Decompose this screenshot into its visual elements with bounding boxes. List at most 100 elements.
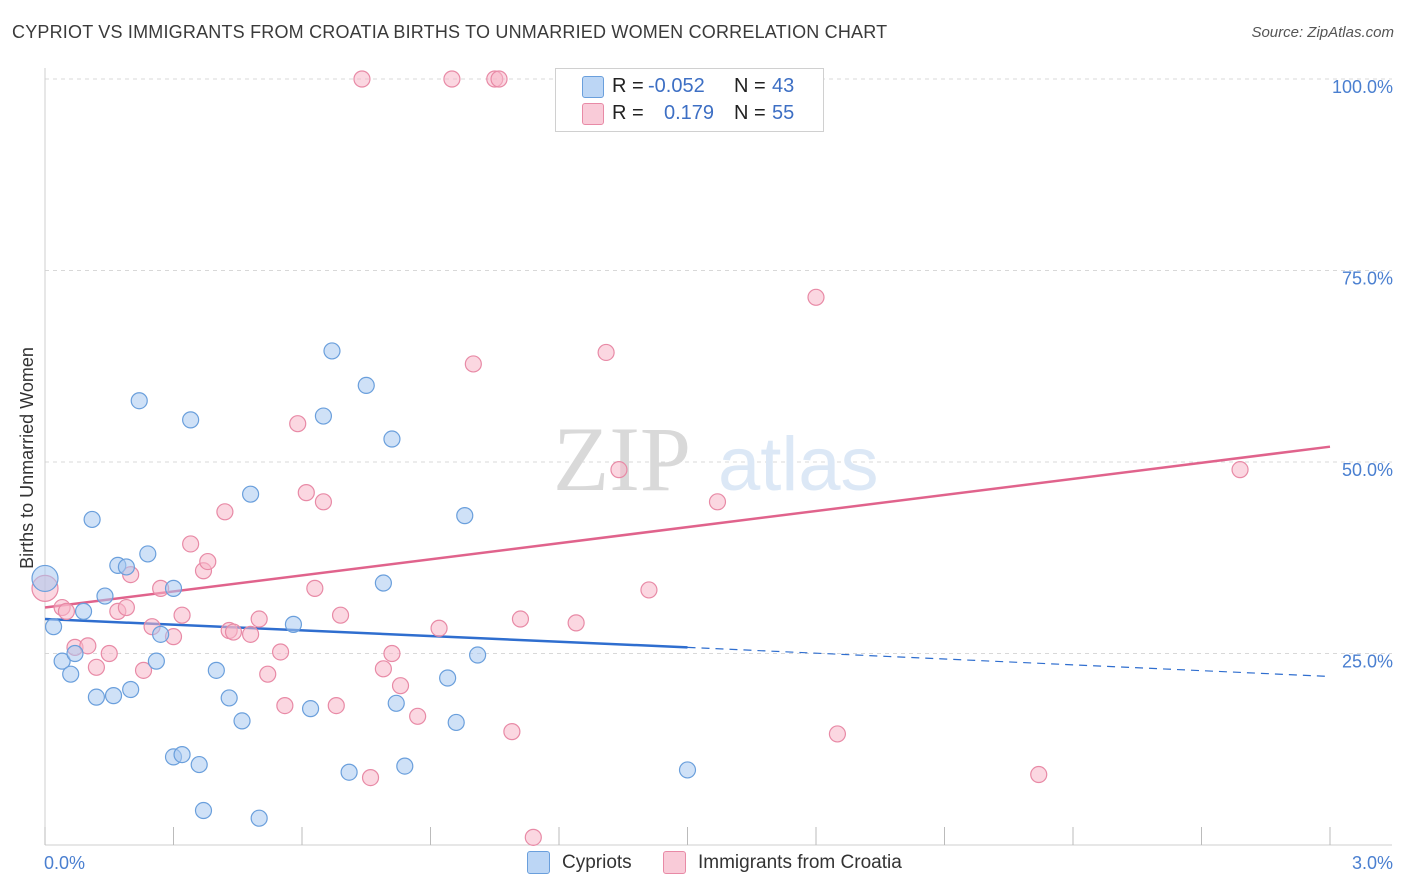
data-point-cypriots <box>387 694 405 712</box>
data-point-cypriots <box>66 644 84 663</box>
data-point-croatia <box>57 602 76 620</box>
data-point-cypriots <box>678 761 697 779</box>
y-axis-title: Births to Unmarried Women <box>17 347 37 569</box>
data-point-cypriots <box>323 342 341 360</box>
legend-n-value: 55 <box>772 101 795 124</box>
legend-n-label: N = <box>734 101 766 124</box>
axes <box>44 68 1392 846</box>
y-tick-labels: 25.0% 50.0% 75.0% 100.0% <box>1332 77 1393 672</box>
data-point-croatia <box>242 625 260 643</box>
data-point-cypriots <box>96 587 114 605</box>
data-point-croatia <box>216 503 234 521</box>
data-point-croatia <box>490 70 508 88</box>
legend-item-croatia: Immigrants from Croatia <box>663 851 902 874</box>
data-point-croatia <box>297 484 315 502</box>
data-point-croatia <box>250 610 268 628</box>
data-point-croatia <box>100 644 118 663</box>
data-point-cypriots <box>74 602 93 620</box>
data-point-croatia <box>314 493 333 511</box>
legend-r-value: -0.052 <box>648 74 705 97</box>
data-point-croatia <box>567 614 585 632</box>
data-point-cypriots <box>152 625 170 643</box>
data-point-cypriots <box>314 407 333 425</box>
data-point-croatia <box>271 643 290 661</box>
data-point-croatia <box>1030 765 1048 784</box>
data-point-croatia <box>173 606 191 624</box>
watermark-atlas: atlas <box>718 422 879 507</box>
data-point-cypriots <box>147 652 165 670</box>
data-point-cypriots <box>87 688 106 706</box>
legend-swatch-blue <box>582 76 604 98</box>
data-point-croatia <box>464 355 482 373</box>
data-point-croatia <box>503 723 521 741</box>
data-point-croatia <box>1231 461 1249 479</box>
data-point-croatia <box>276 696 294 715</box>
data-point-cypriots <box>31 564 59 593</box>
legend-r-label: R = <box>612 74 644 97</box>
data-point-croatia <box>511 610 530 628</box>
y-tick-label: 25.0% <box>1342 652 1393 672</box>
data-point-croatia <box>828 725 847 743</box>
data-point-croatia <box>640 581 658 599</box>
data-point-croatia <box>353 70 371 88</box>
y-tick-label: 50.0% <box>1342 460 1393 480</box>
data-point-croatia <box>289 415 307 433</box>
legend-label-cypriots: Cypriots <box>562 851 632 873</box>
data-point-croatia <box>199 552 217 571</box>
data-point-cypriots <box>469 646 487 664</box>
data-point-croatia <box>409 707 427 725</box>
data-point-cypriots <box>182 411 200 429</box>
series-legend: Cypriots Immigrants from Croatia <box>0 851 1406 879</box>
trend-line-cypriots <box>44 617 688 649</box>
data-point-cypriots <box>122 680 140 699</box>
data-point-cypriots <box>396 757 414 775</box>
data-point-cypriots <box>340 763 358 781</box>
data-point-cypriots <box>104 687 123 705</box>
watermark-zip: ZIP <box>553 408 691 510</box>
trend-line-croatia <box>44 445 1331 609</box>
data-point-cypriots <box>233 712 251 730</box>
data-point-croatia <box>79 637 97 655</box>
data-point-cypriots <box>242 485 260 503</box>
data-point-cypriots <box>83 510 101 529</box>
legend-swatch-croatia <box>663 851 686 874</box>
data-point-cypriots <box>220 689 238 707</box>
legend-n-label: N = <box>734 74 766 97</box>
data-point-croatia <box>87 658 106 676</box>
data-point-croatia <box>361 768 380 787</box>
data-point-croatia <box>306 579 324 597</box>
data-point-croatia <box>224 623 243 641</box>
legend-n-value: 43 <box>772 74 795 97</box>
data-point-cypriots <box>250 809 268 827</box>
legend-swatch-pink <box>582 103 604 125</box>
data-point-croatia <box>117 598 135 617</box>
legend-r-label: R = <box>612 101 644 124</box>
data-point-cypriots <box>190 755 208 774</box>
data-point-cypriots <box>62 665 80 683</box>
data-points <box>31 70 1249 846</box>
data-point-croatia <box>327 696 345 715</box>
data-point-croatia <box>807 288 825 306</box>
data-point-croatia <box>597 343 615 362</box>
source-label: Source: ZipAtlas.com <box>1251 24 1394 41</box>
data-point-cypriots <box>164 579 183 597</box>
data-point-cypriots <box>44 618 63 636</box>
data-point-cypriots <box>284 615 303 633</box>
data-point-croatia <box>374 660 392 678</box>
data-point-cypriots <box>53 652 71 670</box>
legend-item-cypriots: Cypriots <box>527 851 632 874</box>
data-point-croatia <box>182 535 200 553</box>
grid-lines <box>45 78 1392 654</box>
data-point-cypriots <box>456 507 474 525</box>
data-point-cypriots <box>439 669 457 687</box>
data-point-cypriots <box>207 661 225 679</box>
data-point-croatia <box>383 644 401 663</box>
data-point-croatia <box>610 461 628 479</box>
data-point-croatia <box>134 661 153 679</box>
stats-legend: R = -0.052 N = 43 R = 0.179 N = 55 <box>555 68 824 132</box>
data-point-croatia <box>430 619 448 637</box>
data-point-croatia <box>524 828 542 846</box>
x-tick-label: 3.0% <box>1352 853 1393 873</box>
data-point-cypriots <box>130 392 148 410</box>
